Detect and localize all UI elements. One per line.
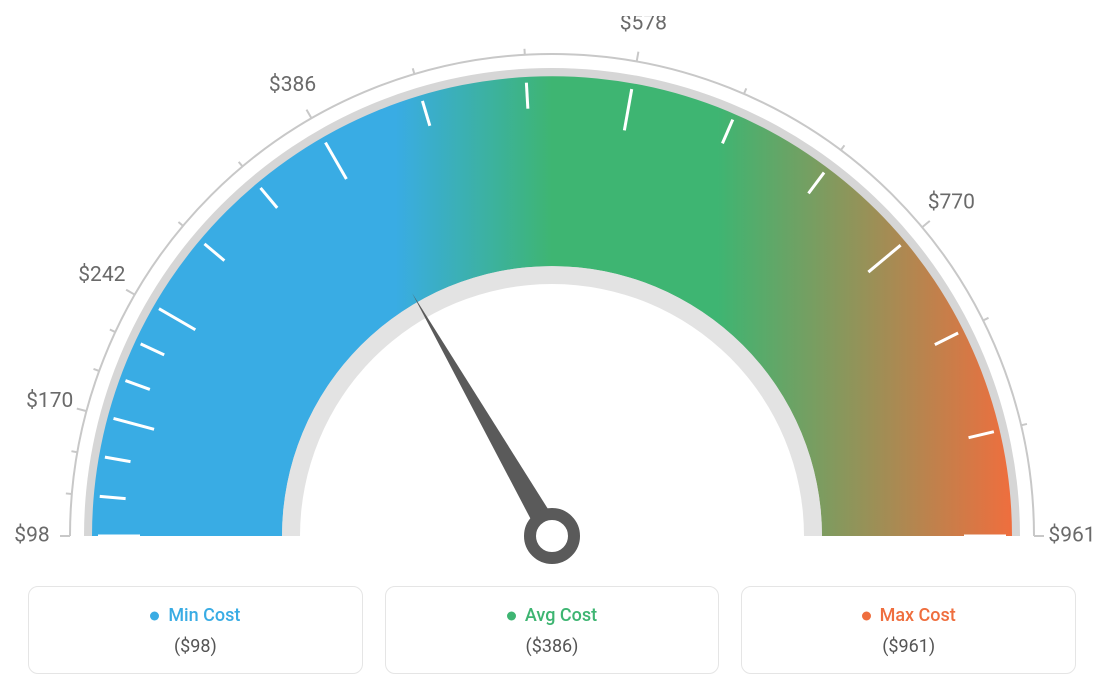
legend-value-avg: ($386)	[526, 636, 579, 657]
gauge-scale-tick	[126, 290, 135, 295]
legend-label-max: Max Cost	[862, 605, 956, 626]
legend-card-avg: Avg Cost ($386)	[385, 586, 720, 674]
gauge-tick-label: $770	[928, 190, 975, 214]
gauge-scale-tick-minor	[239, 162, 243, 167]
gauge-scale-tick-minor	[66, 493, 72, 494]
gauge-arc	[92, 76, 1012, 536]
legend-row: Min Cost ($98) Avg Cost ($386) Max Cost …	[0, 586, 1104, 674]
gauge-scale-tick-minor	[413, 68, 415, 74]
gauge-tick-label: $170	[26, 389, 73, 413]
gauge-scale-tick	[922, 221, 930, 227]
gauge-scale-tick-minor	[841, 145, 845, 150]
gauge-scale-tick	[306, 110, 311, 119]
gauge-needle-hub	[530, 514, 574, 558]
gauge-scale-tick	[637, 52, 639, 62]
gauge-tick-label: $578	[620, 16, 667, 36]
gauge-tick-minor	[526, 83, 527, 109]
gauge-tick-label: $242	[78, 263, 125, 287]
legend-card-min: Min Cost ($98)	[28, 586, 363, 674]
legend-value-min: ($98)	[174, 636, 217, 657]
gauge-scale-tick-minor	[71, 451, 77, 452]
legend-label-min: Min Cost	[150, 605, 240, 626]
gauge-scale-tick-minor	[983, 318, 988, 321]
legend-label-avg: Avg Cost	[507, 605, 597, 626]
gauge-scale-tick-minor	[744, 88, 746, 94]
gauge-svg: $98 $170 $242 $386 $578 $770 $961	[0, 16, 1104, 576]
gauge-tick-label: $386	[269, 73, 316, 97]
gauge-needle	[412, 293, 561, 541]
cost-gauge: $98 $170 $242 $386 $578 $770 $961	[0, 16, 1104, 576]
gauge-scale-tick-minor	[93, 369, 99, 371]
legend-value-max: ($961)	[882, 636, 935, 657]
legend-card-max: Max Cost ($961)	[741, 586, 1076, 674]
gauge-scale-tick	[77, 409, 87, 412]
gauge-scale-tick-minor	[178, 222, 183, 226]
gauge-tick-label: $98	[14, 524, 49, 548]
gauge-scale-tick-minor	[1021, 424, 1027, 425]
gauge-tick-label: $961	[1048, 524, 1095, 548]
gauge-scale-tick-minor	[110, 330, 115, 333]
